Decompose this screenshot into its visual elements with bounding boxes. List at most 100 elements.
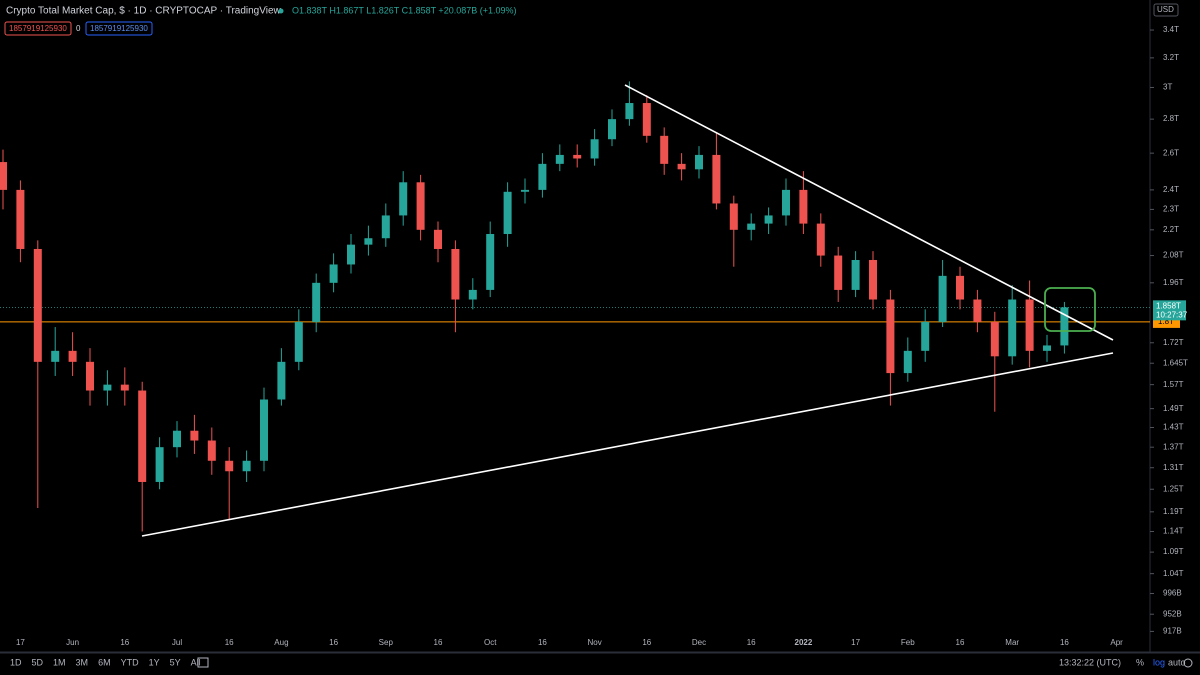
candle-body bbox=[1025, 299, 1034, 351]
y-tick-label: 952B bbox=[1163, 609, 1182, 618]
clock: 13:32:22 (UTC) bbox=[1059, 657, 1121, 667]
candle-body bbox=[486, 234, 495, 290]
support-trendline bbox=[141, 352, 1114, 537]
range-button[interactable]: YTD bbox=[121, 657, 140, 667]
y-tick-label: 1.25T bbox=[1163, 484, 1184, 493]
y-tick-label: 1.19T bbox=[1163, 507, 1184, 516]
range-button[interactable]: 6M bbox=[98, 657, 111, 667]
candle-body bbox=[712, 154, 721, 204]
y-tick-label: 996B bbox=[1163, 589, 1182, 598]
y-tick-label: 2.08T bbox=[1163, 251, 1184, 260]
y-tick-label: 3T bbox=[1163, 83, 1172, 92]
x-tick-label: 16 bbox=[329, 638, 338, 647]
candle-body bbox=[956, 275, 964, 300]
candle-body bbox=[0, 162, 7, 190]
candle-body bbox=[938, 275, 947, 322]
y-tick-label: 2.4T bbox=[1163, 185, 1179, 194]
candle-body bbox=[155, 447, 164, 482]
candle-body bbox=[903, 350, 912, 374]
x-tick-label: 16 bbox=[225, 638, 234, 647]
candle-body bbox=[294, 321, 303, 362]
candle-body bbox=[207, 440, 216, 461]
candle-body bbox=[225, 460, 234, 472]
date-range-icon[interactable] bbox=[197, 657, 209, 668]
candle-body bbox=[816, 223, 825, 256]
x-tick-label: Nov bbox=[587, 638, 601, 647]
currency-frame[interactable] bbox=[1153, 3, 1179, 17]
candle-body bbox=[138, 390, 147, 482]
y-tick-label: 2.6T bbox=[1163, 148, 1179, 157]
settings-icon[interactable] bbox=[1183, 658, 1193, 668]
candle-body bbox=[573, 154, 582, 159]
y-tick-label: 3.2T bbox=[1163, 53, 1179, 62]
y-tick-label: 1.57T bbox=[1163, 380, 1184, 389]
candle-body bbox=[799, 189, 808, 224]
candle-body bbox=[851, 259, 860, 290]
y-tick-label: 2.2T bbox=[1163, 225, 1179, 234]
candle-body bbox=[33, 248, 42, 362]
x-tick-label: Sep bbox=[379, 638, 394, 647]
x-tick-label: 16 bbox=[434, 638, 443, 647]
x-tick-label: Dec bbox=[692, 638, 706, 647]
candle-body bbox=[1008, 299, 1017, 357]
candle-body bbox=[364, 238, 373, 245]
candle-body bbox=[120, 384, 129, 391]
candle-body bbox=[347, 244, 355, 265]
x-tick-label: 16 bbox=[538, 638, 547, 647]
badge-frame bbox=[4, 21, 72, 36]
candle-body bbox=[103, 384, 112, 391]
last-price-label: 1.858T bbox=[1156, 301, 1181, 310]
range-button[interactable]: 1M bbox=[53, 657, 66, 667]
candle-body bbox=[381, 215, 390, 239]
candle-body bbox=[729, 203, 738, 230]
candle-body bbox=[173, 430, 181, 448]
y-tick-label: 3.4T bbox=[1163, 25, 1179, 34]
percent-toggle[interactable]: % bbox=[1136, 657, 1144, 667]
auto-toggle[interactable]: auto bbox=[1168, 657, 1186, 667]
candle-body bbox=[660, 135, 669, 164]
candle-body bbox=[642, 103, 651, 136]
candle-body bbox=[590, 139, 599, 159]
candle-body bbox=[869, 259, 877, 300]
x-tick-label: Aug bbox=[274, 638, 288, 647]
badge-frame bbox=[85, 21, 153, 36]
currency[interactable]: USD bbox=[1157, 5, 1174, 14]
candle-body bbox=[190, 430, 199, 441]
resistance-trendline bbox=[624, 84, 1114, 341]
range-button[interactable]: 3M bbox=[76, 657, 89, 667]
candle-body bbox=[260, 399, 268, 461]
y-tick-label: 1.645T bbox=[1163, 358, 1188, 367]
candle-body bbox=[1060, 307, 1069, 346]
x-tick-label: Jul bbox=[172, 638, 182, 647]
y-tick-label: 1.14T bbox=[1163, 527, 1184, 536]
y-tick-label: 1.09T bbox=[1163, 547, 1184, 556]
y-tick-label: 1.43T bbox=[1163, 423, 1184, 432]
x-tick-label: 16 bbox=[1060, 638, 1069, 647]
y-tick-label: 1.37T bbox=[1163, 442, 1184, 451]
range-button[interactable]: 5D bbox=[32, 657, 44, 667]
badge-left: 1857919125930 bbox=[9, 24, 67, 33]
x-tick-label: Feb bbox=[901, 638, 915, 647]
x-tick-label: Apr bbox=[1110, 638, 1123, 647]
range-button[interactable]: 1Y bbox=[149, 657, 160, 667]
range-button[interactable]: 5Y bbox=[170, 657, 181, 667]
candle-body bbox=[86, 361, 94, 391]
x-tick-label: 2022 bbox=[795, 638, 813, 647]
candle-body bbox=[451, 248, 460, 300]
candle-body bbox=[695, 154, 703, 170]
candle-body bbox=[242, 460, 251, 472]
candle-body bbox=[747, 223, 756, 230]
candle-body bbox=[468, 289, 477, 300]
range-button[interactable]: All bbox=[191, 657, 201, 667]
candle-body bbox=[990, 321, 999, 357]
candle-body bbox=[538, 163, 547, 190]
badge-mid: 0 bbox=[76, 24, 81, 33]
candle-body bbox=[521, 189, 529, 192]
y-tick-label: 1.72T bbox=[1163, 338, 1184, 347]
x-tick-label: 16 bbox=[747, 638, 756, 647]
candle-body bbox=[764, 215, 773, 224]
y-tick-label: 2.3T bbox=[1163, 205, 1179, 214]
log-toggle[interactable]: log bbox=[1153, 657, 1165, 667]
range-button[interactable]: 1D bbox=[10, 657, 22, 667]
